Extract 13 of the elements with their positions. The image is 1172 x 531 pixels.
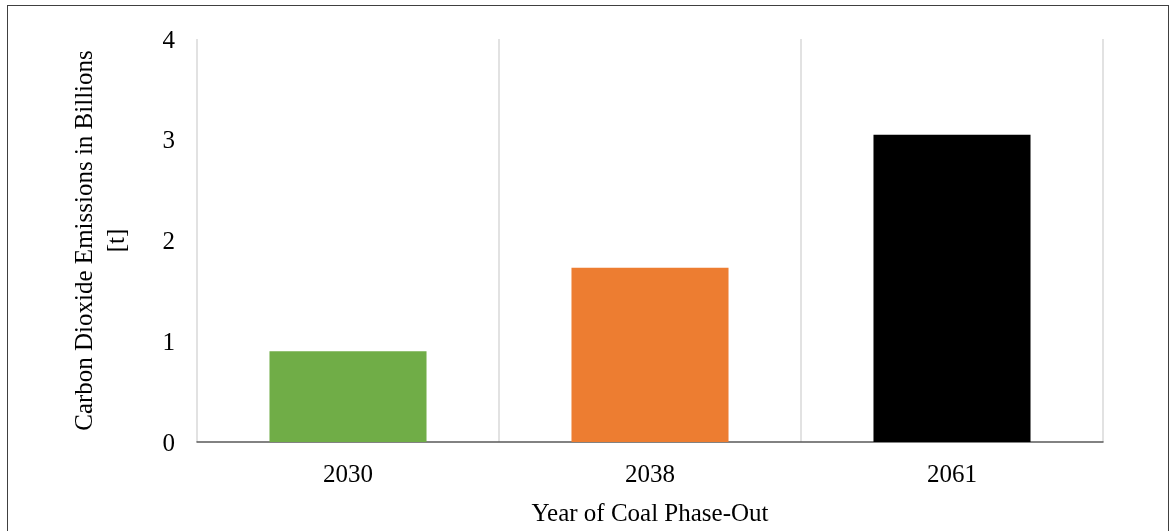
x-tick-label: 2038 <box>625 460 675 487</box>
y-tick-label: 0 <box>162 428 175 456</box>
bar <box>571 267 729 442</box>
y-tick-label: 1 <box>162 327 175 355</box>
bar <box>269 351 427 442</box>
y-tick-label: 3 <box>162 126 175 154</box>
y-axis-title: Carbon Dioxide Emissions in Billions [t] <box>69 50 129 431</box>
x-tick-label: 2030 <box>323 460 373 487</box>
x-tick-label: 2061 <box>927 460 977 487</box>
y-tick-label: 2 <box>162 227 175 254</box>
x-axis-title: Year of Coal Phase-Out <box>531 499 769 526</box>
y-tick-label: 4 <box>162 25 176 53</box>
bar <box>873 134 1031 442</box>
